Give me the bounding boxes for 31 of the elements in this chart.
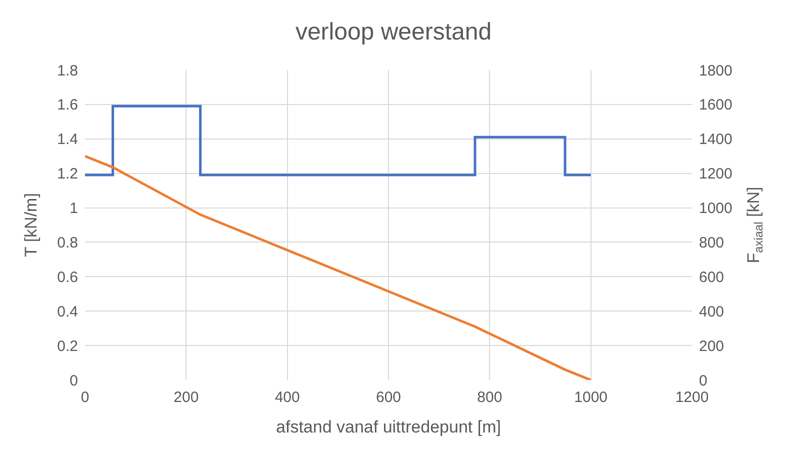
y-tick-label: 0.2 bbox=[57, 338, 78, 355]
y-tick-label: 0.6 bbox=[57, 268, 78, 286]
y2-tick-label: 1200 bbox=[699, 166, 732, 183]
y2-tick-label: 1000 bbox=[699, 200, 732, 218]
y2-tick-label: 1600 bbox=[699, 96, 732, 114]
y2-tick-label: 1400 bbox=[699, 131, 732, 148]
x-tick-label: 1200 bbox=[675, 389, 709, 406]
y2-tick-label: 800 bbox=[699, 234, 724, 252]
y-tick-label: 1.8 bbox=[57, 62, 78, 80]
y2-tick-label: 200 bbox=[699, 338, 724, 355]
x-tick-label: 800 bbox=[477, 389, 502, 406]
y-tick-label: 1.2 bbox=[57, 166, 78, 183]
y-axis-title: T [kN/m] bbox=[22, 193, 41, 257]
x-axis-title: afstand vanaf uittredepunt [m] bbox=[276, 417, 501, 436]
line-series bbox=[85, 154, 592, 380]
x-tick-label: 200 bbox=[174, 389, 199, 406]
y2-tick-label: 600 bbox=[699, 268, 724, 286]
y2-tick-label: 0 bbox=[699, 372, 708, 390]
y-tick-label: 1 bbox=[70, 200, 78, 218]
y-tick-label: 0.4 bbox=[57, 303, 78, 320]
y-tick-label: 0.8 bbox=[57, 234, 78, 252]
y2-tick-label: 400 bbox=[699, 303, 724, 320]
y2-tick-label: 1800 bbox=[699, 62, 732, 80]
x-tick-label: 1000 bbox=[574, 389, 608, 406]
y-tick-label: 1.4 bbox=[57, 131, 78, 148]
x-tick-label: 0 bbox=[80, 389, 90, 406]
x-tick-label: 600 bbox=[376, 389, 402, 406]
x-tick-label: 400 bbox=[274, 389, 300, 406]
y-tick-label: 1.6 bbox=[57, 96, 78, 114]
y-tick-label: 0 bbox=[70, 372, 78, 390]
chart-title: verloop weerstand bbox=[295, 18, 492, 46]
